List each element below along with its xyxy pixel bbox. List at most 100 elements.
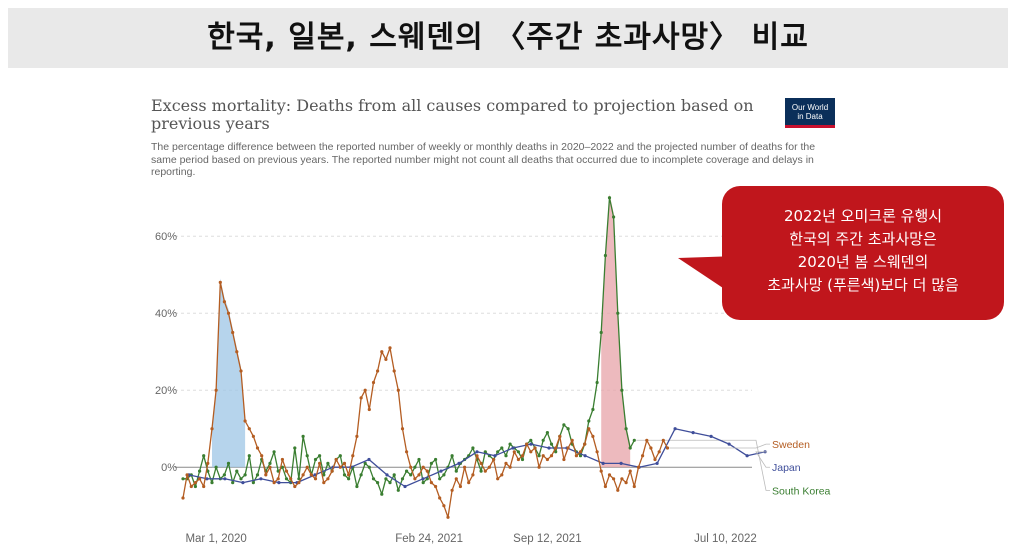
data-point[interactable]: [562, 457, 566, 462]
data-point[interactable]: [583, 454, 587, 458]
data-point[interactable]: [661, 438, 665, 442]
data-point[interactable]: [483, 469, 487, 473]
data-point[interactable]: [388, 481, 392, 485]
data-point[interactable]: [276, 469, 280, 473]
data-point[interactable]: [255, 473, 260, 477]
data-point[interactable]: [591, 407, 595, 412]
data-point[interactable]: [226, 461, 231, 465]
data-point[interactable]: [595, 450, 599, 454]
data-point[interactable]: [293, 446, 297, 450]
data-point[interactable]: [467, 481, 471, 485]
data-point[interactable]: [247, 427, 251, 431]
data-point[interactable]: [380, 492, 384, 496]
data-point[interactable]: [438, 477, 442, 481]
data-point[interactable]: [612, 477, 616, 481]
data-point[interactable]: [665, 446, 670, 450]
data-point[interactable]: [284, 469, 289, 473]
data-point[interactable]: [545, 431, 550, 435]
data-point[interactable]: [616, 488, 620, 492]
data-point[interactable]: [475, 454, 479, 458]
data-point[interactable]: [260, 454, 264, 458]
data-point[interactable]: [214, 388, 218, 392]
data-point[interactable]: [454, 477, 458, 481]
data-point[interactable]: [241, 481, 245, 485]
data-point[interactable]: [371, 477, 376, 481]
data-point[interactable]: [342, 473, 347, 477]
data-point[interactable]: [450, 454, 454, 458]
data-point[interactable]: [547, 446, 551, 450]
data-point[interactable]: [417, 457, 421, 462]
data-point[interactable]: [500, 473, 504, 477]
data-point[interactable]: [632, 484, 636, 489]
data-point[interactable]: [376, 369, 380, 373]
data-point[interactable]: [351, 454, 355, 458]
data-point[interactable]: [457, 461, 461, 465]
data-point[interactable]: [272, 481, 276, 485]
data-point[interactable]: [409, 465, 413, 469]
data-point[interactable]: [492, 457, 496, 462]
data-point[interactable]: [657, 450, 661, 454]
data-point[interactable]: [276, 477, 280, 481]
data-point[interactable]: [446, 515, 450, 519]
data-point[interactable]: [235, 350, 239, 354]
data-point[interactable]: [691, 431, 695, 435]
data-point[interactable]: [520, 454, 525, 458]
data-point[interactable]: [745, 454, 749, 458]
data-point[interactable]: [396, 388, 400, 392]
data-point[interactable]: [313, 457, 318, 462]
data-point[interactable]: [595, 380, 599, 385]
data-point[interactable]: [442, 473, 446, 477]
data-point[interactable]: [554, 446, 558, 450]
data-point[interactable]: [198, 469, 202, 473]
data-point[interactable]: [322, 473, 326, 477]
data-point[interactable]: [578, 450, 583, 454]
data-point[interactable]: [636, 465, 641, 469]
data-point[interactable]: [562, 423, 566, 427]
data-point[interactable]: [529, 438, 533, 442]
data-point[interactable]: [301, 434, 305, 438]
data-point[interactable]: [392, 369, 396, 373]
data-point[interactable]: [392, 473, 396, 477]
data-point[interactable]: [222, 473, 226, 477]
data-point[interactable]: [380, 350, 384, 354]
data-point[interactable]: [545, 457, 550, 462]
data-point[interactable]: [483, 450, 487, 454]
data-point[interactable]: [619, 461, 623, 465]
data-point[interactable]: [583, 442, 587, 446]
data-point[interactable]: [210, 427, 214, 431]
data-point[interactable]: [218, 280, 222, 284]
data-point[interactable]: [566, 446, 570, 450]
data-point[interactable]: [193, 481, 197, 485]
data-point[interactable]: [330, 469, 334, 473]
data-point[interactable]: [239, 369, 243, 373]
data-point[interactable]: [496, 450, 500, 454]
data-point[interactable]: [601, 461, 605, 465]
data-point[interactable]: [338, 454, 342, 458]
data-point[interactable]: [309, 473, 313, 477]
data-point[interactable]: [496, 477, 500, 481]
data-point[interactable]: [479, 461, 483, 465]
data-point[interactable]: [268, 461, 272, 465]
data-point[interactable]: [388, 346, 392, 350]
legend-label[interactable]: Sweden: [772, 439, 810, 451]
data-point[interactable]: [289, 477, 293, 481]
data-point[interactable]: [549, 454, 554, 458]
data-point[interactable]: [231, 481, 235, 485]
data-point[interactable]: [384, 357, 388, 361]
data-point[interactable]: [251, 481, 255, 485]
data-point[interactable]: [214, 465, 218, 469]
data-point[interactable]: [421, 481, 425, 485]
data-point[interactable]: [243, 473, 247, 477]
data-point[interactable]: [367, 465, 371, 469]
data-point[interactable]: [403, 484, 407, 489]
data-point[interactable]: [239, 477, 243, 481]
data-point[interactable]: [210, 481, 214, 485]
data-point[interactable]: [413, 477, 417, 481]
data-point[interactable]: [189, 484, 193, 489]
data-point[interactable]: [202, 454, 206, 458]
data-point[interactable]: [463, 465, 467, 469]
data-point[interactable]: [185, 473, 189, 477]
data-point[interactable]: [429, 461, 433, 465]
data-point[interactable]: [438, 496, 442, 500]
data-point[interactable]: [347, 473, 351, 477]
